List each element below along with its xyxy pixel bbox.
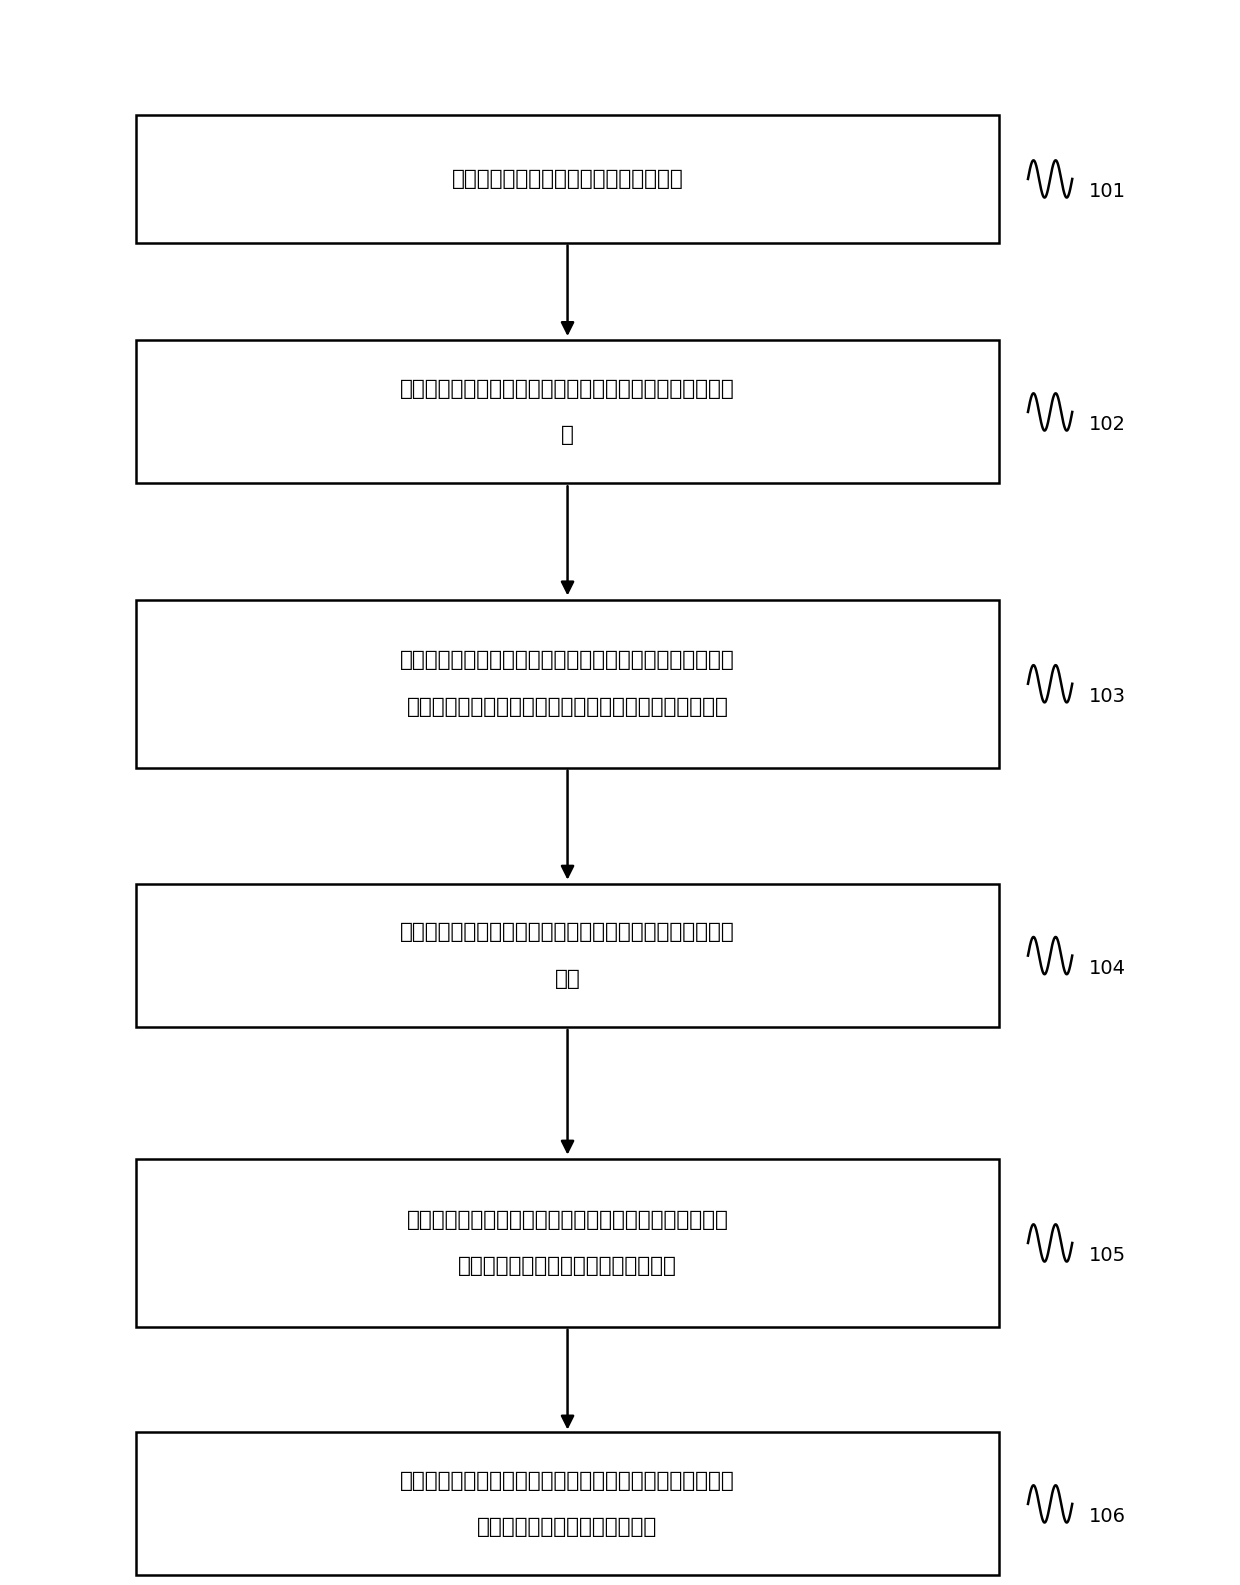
Text: 104: 104 (1089, 959, 1126, 978)
Text: 根据各节圆上的导流孔的总面积和各节圆上的导流孔的数: 根据各节圆上的导流孔的总面积和各节圆上的导流孔的数 (407, 1209, 728, 1230)
Text: 数量: 数量 (554, 968, 580, 989)
Text: 量，确定各节圆上导流孔的孔径的尺寸: 量，确定各节圆上导流孔的孔径的尺寸 (458, 1257, 677, 1276)
Text: 根据各节圆上的导流孔的总面积，确定各节圆上的导流孔的: 根据各节圆上的导流孔的总面积，确定各节圆上的导流孔的 (401, 922, 735, 943)
Bar (136, 1433, 999, 1575)
Text: 寸，确定各节圆上导流孔的位置: 寸，确定各节圆上导流孔的位置 (477, 1517, 657, 1537)
Bar (136, 116, 999, 243)
Text: 105: 105 (1089, 1246, 1126, 1265)
Bar (136, 884, 999, 1027)
Bar (136, 1159, 999, 1327)
Text: 102: 102 (1089, 415, 1126, 434)
Text: 系: 系 (562, 425, 574, 445)
Bar (136, 599, 999, 767)
Text: 103: 103 (1089, 686, 1126, 705)
Text: 在设计整流器用的整流板上选取多个节圆: 在设计整流器用的整流板上选取多个节圆 (451, 170, 683, 189)
Text: 根据整流板上的导流孔的总面积与管道的横截面积的对应关: 根据整流板上的导流孔的总面积与管道的横截面积的对应关 (401, 650, 735, 670)
Text: 106: 106 (1089, 1507, 1126, 1526)
Bar (136, 341, 999, 483)
Text: 根据各节圆上的导流孔的数量和各节圆上导流孔的孔径的尺: 根据各节圆上的导流孔的数量和各节圆上导流孔的孔径的尺 (401, 1471, 735, 1490)
Text: 确定整流板上的导流孔的总面积与管道的横截面积的对应关: 确定整流板上的导流孔的总面积与管道的横截面积的对应关 (401, 379, 735, 399)
Text: 101: 101 (1089, 182, 1126, 201)
Text: 系以及管道的横截面积，确定各节圆上的导流孔的总面积: 系以及管道的横截面积，确定各节圆上的导流孔的总面积 (407, 697, 728, 716)
